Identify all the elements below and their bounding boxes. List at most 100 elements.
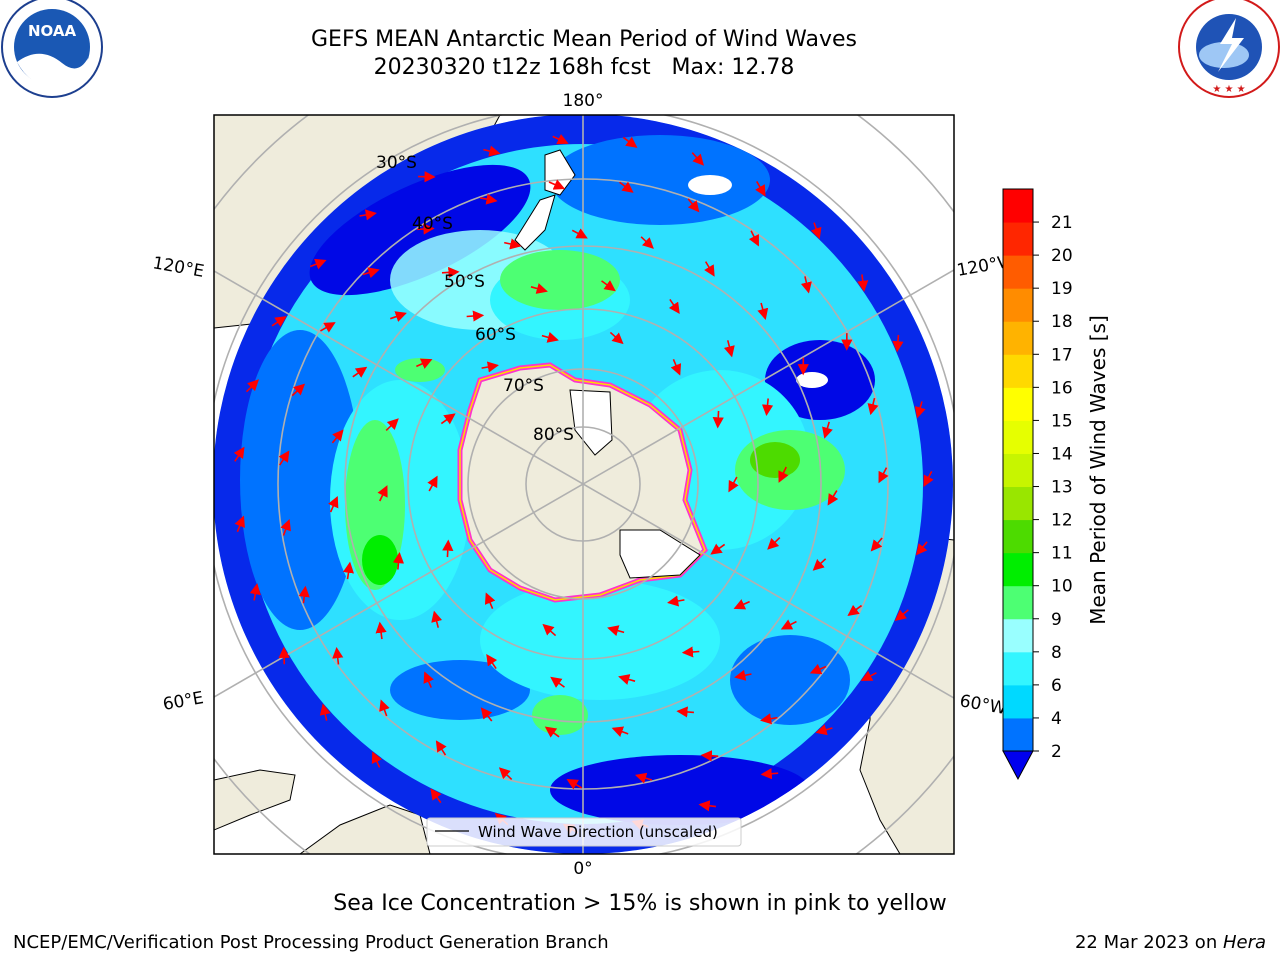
colorbar-tick-label: 13 [1051,478,1073,498]
wave-direction-arrow [440,413,456,425]
wave-direction-arrow [480,707,493,722]
wave-direction-arrow [760,713,778,725]
lat-label-40s: 40°S [412,214,453,234]
wave-direction-arrow [430,788,442,804]
footer-date-text: 22 Mar 2023 on [1074,932,1223,953]
wave-direction-arrow [377,485,388,502]
colorbar-tick-label: 15 [1051,411,1073,431]
noaa-logo-text: NOAA [28,22,77,40]
footer-date: 22 Mar 2023 on Hera [1075,932,1266,953]
wave-direction-arrow [670,359,682,376]
wave-direction-arrow [392,551,405,570]
wave-direction-arrow [234,515,245,533]
colorbar-tick-label: 11 [1051,544,1073,564]
wave-direction-arrow [822,421,833,439]
lon-label-60w: 60°W [958,691,1008,719]
wave-direction-arrow [416,358,433,369]
wave-direction-arrow [611,726,629,737]
wave-direction-arrow [385,418,399,432]
wave-direction-arrow [622,136,638,148]
colorbar-tick-label: 12 [1051,511,1073,531]
wave-direction-arrow [342,561,355,580]
colorbar-tick-label: 14 [1051,444,1073,464]
wave-direction-arrow [847,604,863,617]
wave-direction-arrow [712,410,724,429]
wave-direction-arrow [676,706,694,718]
wave-direction-arrow [530,283,548,294]
map-title: GEFS MEAN Antarctic Mean Period of Wind … [311,27,857,52]
wave-direction-arrow [291,383,306,397]
colorbar-bin [1003,519,1033,554]
colorbar-outline [1002,188,1034,752]
svg-text:★ ★ ★: ★ ★ ★ [1212,84,1245,95]
lat-label-50s: 50°S [444,272,485,292]
wind-wave-arrows [233,134,934,835]
colorbar-tick-label: 2 [1051,742,1062,762]
colorbar-tick-label: 9 [1051,610,1062,630]
wave-direction-arrow [601,280,616,292]
wave-direction-arrow [483,145,501,157]
footer-credit: NCEP/EMC/Verification Post Processing Pr… [13,932,609,953]
wave-direction-arrow [441,266,460,279]
wave-direction-arrow [870,537,883,552]
wave-direction-arrow [498,767,513,781]
colorbar-bin [1003,717,1033,752]
colorbar-bin [1003,288,1033,322]
colorbar-bin [1003,420,1033,454]
colorbar-bin [1003,354,1033,388]
wave-direction-arrow [249,583,261,601]
wave-direction-arrow [760,768,779,780]
wave-direction-arrow [780,619,797,630]
wave-direction-arrow [481,361,499,373]
wave-direction-arrow [320,322,336,333]
wave-direction-arrow [915,541,928,556]
colorbar-bin [1003,222,1033,256]
colorbar-label: Mean Period of Wind Waves [s] [1086,315,1110,625]
wave-direction-arrow [359,209,377,221]
wave-direction-arrow [319,703,331,721]
wave-direction-arrow [435,740,447,756]
wave-direction-arrow [466,310,485,322]
wave-direction-arrow [640,236,654,249]
wave-direction-arrow [857,274,869,292]
wave-direction-arrow [233,446,245,462]
wave-direction-arrow [278,450,290,466]
colorbar-bin [1003,255,1033,289]
wave-direction-arrow [728,476,739,493]
colorbar-tick-label: 16 [1051,378,1073,398]
colorbar-bin [1003,585,1033,620]
wave-direction-arrow [767,536,781,550]
wave-direction-arrow [245,379,260,393]
wave-direction-arrow [550,676,565,688]
graticule [214,115,954,854]
wave-direction-arrow [362,267,380,279]
colorbar-bin [1003,453,1033,488]
legend-label: Wind Wave Direction (unscaled) [478,823,718,841]
colorbar-bin [1003,321,1033,355]
wave-direction-arrow [815,724,833,736]
colorbar-bin [1003,387,1033,421]
wave-direction-arrow [733,599,750,610]
wave-direction-arrow [552,134,569,145]
wave-direction-arrow [486,653,498,669]
colorbar-underflow-triangle [1002,750,1034,781]
wave-direction-arrow [480,193,498,205]
map-frame [213,114,955,855]
wave-direction-arrow [619,181,634,193]
wave-direction-arrow [700,750,719,762]
lon-label-0: 0° [573,859,592,879]
colorbar-tick-label: 10 [1051,577,1073,597]
colorbar-tick-label: 19 [1051,279,1073,299]
wave-direction-arrow [681,646,700,658]
wave-direction-arrow [484,592,496,609]
lon-label-180: 180° [563,91,604,111]
wave-direction-arrow [371,751,383,768]
wave-direction-arrow [375,621,387,640]
map-legend: Wind Wave Direction (unscaled) [426,817,742,847]
wave-direction-arrow [894,609,909,621]
colorbar-tick-label: 6 [1051,676,1062,696]
wave-direction-arrow [417,223,435,235]
wave-direction-arrow [427,475,438,492]
wave-direction-arrow [271,316,287,328]
wave-direction-arrow [778,466,789,483]
